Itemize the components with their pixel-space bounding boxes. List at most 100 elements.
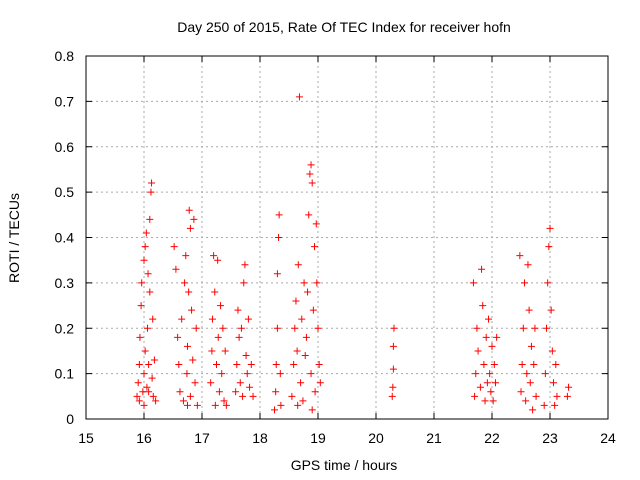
y-tick-label: 0.2 [55, 320, 75, 336]
chart-title: Day 250 of 2015, Rate Of TEC Index for r… [177, 19, 511, 35]
data-point [476, 383, 484, 391]
data-point [517, 388, 525, 396]
data-point [189, 356, 197, 364]
data-point [526, 379, 534, 387]
data-point [316, 379, 324, 387]
data-point [213, 361, 220, 369]
y-axis-label: ROTI / TECUs [6, 193, 22, 283]
data-point [220, 397, 228, 405]
data-point [277, 401, 285, 409]
data-point [214, 333, 222, 341]
data-point [190, 215, 198, 223]
data-point [469, 279, 477, 287]
x-axis-ticks: 15 16 17 18 19 20 21 22 23 24 [78, 56, 616, 446]
data-point [247, 361, 255, 369]
x-tick-label: 15 [78, 430, 94, 446]
data-point [532, 392, 540, 400]
data-point [292, 297, 300, 305]
data-point [544, 279, 552, 287]
x-tick-label: 17 [194, 430, 210, 446]
data-point [311, 388, 319, 396]
data-point [232, 388, 240, 396]
data-point [306, 170, 314, 178]
data-point [482, 333, 490, 341]
data-point [240, 279, 248, 287]
data-point [135, 397, 143, 405]
data-point [174, 333, 182, 341]
data-point [548, 347, 556, 355]
data-point [314, 324, 322, 332]
data-point [478, 265, 486, 273]
y-tick-label: 0.5 [55, 184, 75, 200]
data-point [520, 279, 528, 287]
data-point [315, 361, 323, 369]
data-point [140, 401, 148, 409]
data-point [172, 265, 180, 273]
data-point [293, 347, 301, 355]
data-point [175, 361, 183, 369]
data-point [272, 388, 280, 396]
data-point [234, 306, 242, 314]
data-point [222, 401, 230, 409]
x-tick-label: 23 [542, 430, 558, 446]
data-point [490, 361, 498, 369]
data-point [145, 361, 153, 369]
data-point [390, 324, 398, 332]
y-tick-label: 0.6 [55, 139, 75, 155]
data-point [275, 211, 283, 219]
data-point [313, 279, 321, 287]
data-point [146, 215, 154, 223]
x-tick-label: 19 [310, 430, 326, 446]
data-point [136, 333, 144, 341]
data-point [179, 397, 187, 405]
data-point [191, 379, 199, 387]
data-point [211, 401, 219, 409]
data-point [530, 361, 538, 369]
data-point [474, 347, 482, 355]
data-point [275, 234, 283, 241]
grid-lines [86, 56, 608, 419]
data-point [133, 392, 141, 400]
data-point [138, 279, 146, 287]
data-point [141, 347, 149, 355]
data-point [214, 256, 222, 264]
data-point [170, 243, 178, 251]
data-point [276, 370, 284, 378]
data-point [149, 392, 157, 400]
data-point [244, 315, 252, 323]
y-tick-label: 0.4 [55, 230, 75, 246]
data-point [176, 388, 184, 396]
data-point [192, 324, 200, 332]
data-point [290, 361, 298, 369]
data-point [242, 351, 250, 359]
data-point [525, 306, 533, 314]
data-point [237, 324, 245, 332]
data-point [146, 288, 154, 296]
data-point [493, 333, 501, 341]
data-points [133, 93, 573, 414]
data-point [307, 161, 315, 169]
data-point [298, 315, 306, 323]
data-point [309, 306, 317, 314]
data-point [489, 397, 497, 405]
data-point [311, 243, 319, 251]
data-point [288, 392, 296, 400]
data-point [553, 392, 561, 400]
data-point [142, 229, 150, 237]
data-point [236, 379, 244, 387]
data-point [563, 392, 571, 400]
data-point [271, 406, 278, 414]
data-point [134, 379, 142, 387]
data-point [529, 406, 537, 414]
data-point [551, 401, 559, 409]
data-point [273, 324, 281, 332]
data-point [246, 383, 254, 391]
data-point [181, 279, 189, 287]
data-point [294, 261, 302, 269]
data-point [301, 351, 309, 359]
data-point [233, 361, 241, 369]
data-point [546, 224, 554, 232]
x-tick-label: 22 [484, 430, 500, 446]
data-point [235, 333, 243, 341]
